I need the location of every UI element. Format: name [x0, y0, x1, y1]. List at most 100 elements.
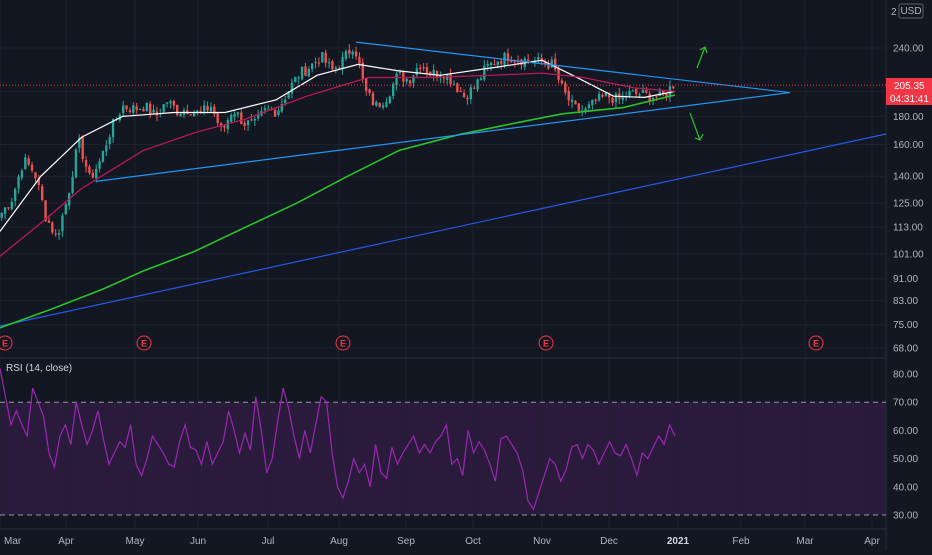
- candle-body: [172, 100, 175, 106]
- earnings-marker-label: E: [141, 339, 147, 349]
- earnings-marker-label: E: [340, 339, 346, 349]
- candle-body: [51, 222, 54, 233]
- rsi-tick-label: 50.00: [893, 454, 918, 465]
- candle-body: [422, 67, 425, 69]
- price-tick-label: 180.00: [893, 112, 924, 123]
- candle-body: [506, 53, 510, 62]
- price-tick-top-partial: 2: [891, 7, 897, 18]
- candle-body: [479, 78, 483, 81]
- price-tick-label: 160.00: [893, 140, 924, 151]
- candle-body: [621, 95, 624, 100]
- candle-body: [341, 57, 344, 70]
- time-tick-label: Apr: [58, 536, 74, 547]
- candle-body: [192, 112, 196, 117]
- candle-body: [98, 161, 101, 169]
- time-tick-label: Apr: [864, 536, 880, 547]
- candle-body: [611, 97, 614, 104]
- current-price-badge: 205.35 04:31:41: [886, 78, 932, 105]
- candle-body: [300, 66, 304, 80]
- candle-body: [74, 149, 78, 178]
- earnings-marker-circle: [335, 335, 351, 351]
- candle-body: [456, 83, 459, 93]
- price-tick-label: 113.00: [893, 223, 923, 234]
- candle-body: [577, 103, 580, 111]
- candle-body: [412, 75, 415, 84]
- candle-body: [84, 160, 88, 167]
- price-axis: 240.00200.00180.00160.00140.00125.00113.…: [893, 44, 924, 522]
- candle-body: [493, 64, 496, 66]
- rsi-tick-label: 70.00: [893, 398, 918, 409]
- candle-body: [500, 61, 503, 64]
- candle-body: [108, 137, 111, 145]
- candle-body: [398, 71, 402, 73]
- candle-body: [527, 59, 530, 61]
- candle-body: [392, 83, 395, 97]
- candle-body: [34, 172, 37, 179]
- candle-body: [402, 71, 405, 82]
- candle-body: [469, 87, 472, 99]
- candle-body: [473, 87, 476, 89]
- candle-body: [317, 62, 321, 64]
- candle-body: [125, 105, 128, 109]
- moving-average-line: [0, 72, 676, 257]
- rsi-tick-label: 30.00: [893, 511, 918, 522]
- candle-body: [236, 112, 240, 115]
- candle-body: [368, 89, 371, 93]
- candle-body: [662, 90, 665, 95]
- candle-body: [395, 74, 398, 86]
- candle-body: [304, 66, 307, 76]
- candle-body: [206, 105, 209, 111]
- candle-body: [128, 110, 132, 112]
- price-tick-label: 83.00: [893, 296, 918, 307]
- candle-body: [314, 61, 317, 63]
- rsi-pane: [0, 368, 886, 516]
- candle-body: [459, 90, 462, 92]
- down-arrow-shaft: [689, 112, 701, 141]
- candle-body: [284, 99, 287, 104]
- candle-body: [324, 52, 327, 63]
- candle-body: [658, 91, 661, 96]
- candle-body: [604, 92, 607, 97]
- candle-body: [37, 178, 40, 185]
- candle-body: [557, 68, 560, 80]
- time-tick-label: Oct: [465, 536, 481, 547]
- candle-body: [537, 56, 540, 60]
- candle-body: [273, 109, 277, 117]
- candle-body: [297, 77, 300, 79]
- price-tick-label: 68.00: [893, 344, 918, 355]
- earnings-marker-circle: [0, 335, 13, 351]
- candle-body: [243, 123, 246, 126]
- earnings-marker-circle: [808, 335, 824, 351]
- candle-body: [435, 70, 439, 77]
- candle-body: [57, 232, 61, 235]
- candle-body: [223, 126, 226, 128]
- candle-body: [554, 58, 557, 70]
- candle-body: [648, 93, 651, 102]
- currency-button[interactable]: USD: [898, 3, 924, 19]
- candle-body: [624, 96, 628, 98]
- candle-body: [567, 90, 570, 101]
- candle-body: [439, 75, 442, 78]
- candle-body: [17, 176, 20, 189]
- candle-body: [3, 207, 7, 214]
- candle-body: [203, 105, 206, 112]
- candle-body: [510, 60, 513, 63]
- time-tick-label: Dec: [600, 536, 618, 547]
- candles: [0, 44, 675, 241]
- candle-body: [665, 93, 668, 97]
- rsi-background-band: [0, 402, 886, 515]
- time-tick-label: Nov: [533, 536, 551, 547]
- candle-body: [27, 158, 30, 165]
- candle-body: [20, 170, 24, 178]
- candle-body: [132, 105, 135, 113]
- candle-body: [489, 62, 493, 66]
- candle-body: [348, 49, 351, 54]
- candle-body: [564, 83, 567, 93]
- price-tick-label: 140.00: [893, 172, 924, 183]
- candle-body: [516, 61, 520, 63]
- candle-body: [550, 59, 553, 68]
- candle-body: [196, 110, 199, 113]
